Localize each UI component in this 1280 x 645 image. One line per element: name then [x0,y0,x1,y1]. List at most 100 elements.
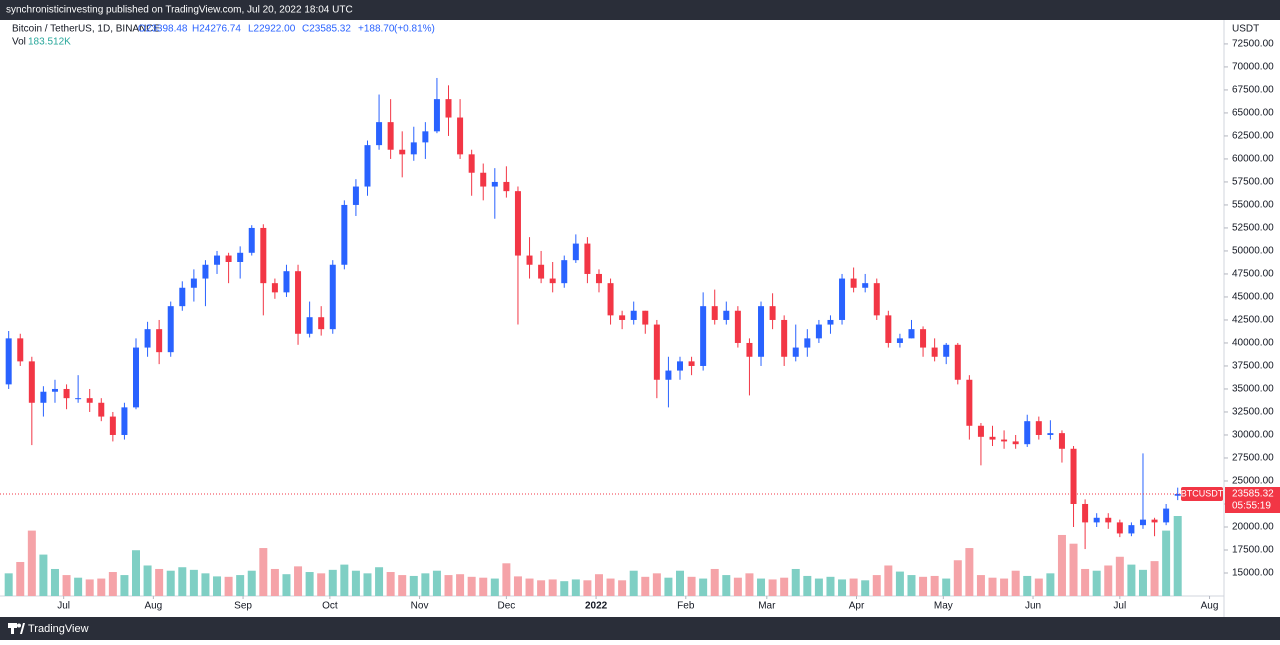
candle-body [827,319,834,325]
volume-bar [745,573,754,596]
y-axis-unit: USDT [1232,24,1259,35]
candle-body [665,370,672,380]
candle-body [862,283,869,288]
candle-body [920,329,927,348]
candle-body [1174,494,1181,496]
candle-body [642,310,649,325]
candle-body [121,407,128,435]
candle-body [584,243,591,274]
candle-body [850,278,857,288]
candle-body [329,264,336,330]
volume-bar [502,563,511,596]
volume-bar [687,576,696,596]
volume-bar [757,578,766,596]
volume-bar [479,577,488,596]
logo-mark [20,623,25,634]
volume-bar [919,576,928,596]
y-tick-label: 37500.00 [1232,361,1274,372]
volume-bar [1011,570,1020,596]
volume-bar [189,569,198,596]
volume-bar [907,575,916,596]
y-tick-label: 47500.00 [1232,269,1274,280]
y-tick-label: 62500.00 [1232,131,1274,142]
volume-bar [594,574,603,596]
volume-bar [39,554,48,596]
top-bar [0,0,1280,20]
x-tick-label: Jul [1113,601,1126,612]
logo-mark [11,628,14,634]
candle-body [1035,421,1042,435]
x-tick-label: Dec [497,601,515,612]
volume-bar [884,565,893,596]
volume-bar [1150,561,1159,596]
candle-body [1128,525,1135,534]
volume-bar [120,575,129,596]
candle-body [1082,503,1089,523]
y-tick-label: 40000.00 [1232,338,1274,349]
candle-body [40,391,47,403]
volume-bar [733,577,742,596]
candle-body [156,329,163,353]
price-tag-text: 23585.32 [1232,489,1274,500]
candle-body [931,347,938,357]
volume-bar [548,579,557,596]
candle-body [144,329,151,348]
volume-bar [409,575,418,596]
y-tick-label: 20000.00 [1232,522,1274,533]
volume-title: Vol [12,37,26,48]
candle-body [225,255,232,262]
candle-body [734,310,741,343]
candle-body [688,361,695,366]
logo-mark [17,623,21,628]
y-tick-label: 57500.00 [1232,177,1274,188]
volume-bar [305,572,314,596]
candle-body [630,310,637,320]
candle-body [595,273,602,284]
volume-bar [74,577,83,596]
volume-bar [456,574,465,596]
volume-bar [814,578,823,596]
y-tick-label: 25000.00 [1232,476,1274,487]
candle-body [1151,519,1158,523]
candle-body [700,306,707,366]
volume-bar [1069,543,1078,596]
volume-bar [768,579,777,596]
volume-bar [132,550,140,596]
volume-bar [942,578,951,596]
candle-body [75,398,82,400]
volume-bar [780,577,789,596]
candle-body [51,388,58,392]
candle-body [711,306,718,320]
volume-bar [1104,565,1113,596]
candle-body [1047,433,1054,435]
x-tick-label: Aug [144,601,162,612]
candle-body [896,338,903,343]
candle-body [109,416,116,435]
volume-bar [340,564,349,596]
candle-body [410,142,417,155]
y-tick-label: 70000.00 [1232,62,1274,73]
volume-bar [1046,573,1055,596]
candle-body [376,122,383,146]
volume-bar [618,580,627,596]
candle-body [908,329,915,339]
candle-body [1024,421,1031,445]
volume-bar [351,570,360,596]
volume-bar [895,571,904,596]
candle-body [468,154,475,173]
volume-bar [930,575,939,596]
volume-value: 183.512K [28,37,71,48]
candle-body [503,181,510,192]
candle-body [839,278,846,320]
volume-bar [606,578,615,596]
volume-bar [676,570,684,596]
volume-bar [398,575,407,596]
candle-body [561,260,568,284]
candle-body [352,186,359,205]
header-text: synchronisticinvesting published on Trad… [6,5,353,16]
y-tick-label: 72500.00 [1232,39,1274,50]
symbol-tag-text: BTCUSDT [1181,488,1224,498]
volume-bar [50,568,59,596]
volume-bar [791,568,800,596]
